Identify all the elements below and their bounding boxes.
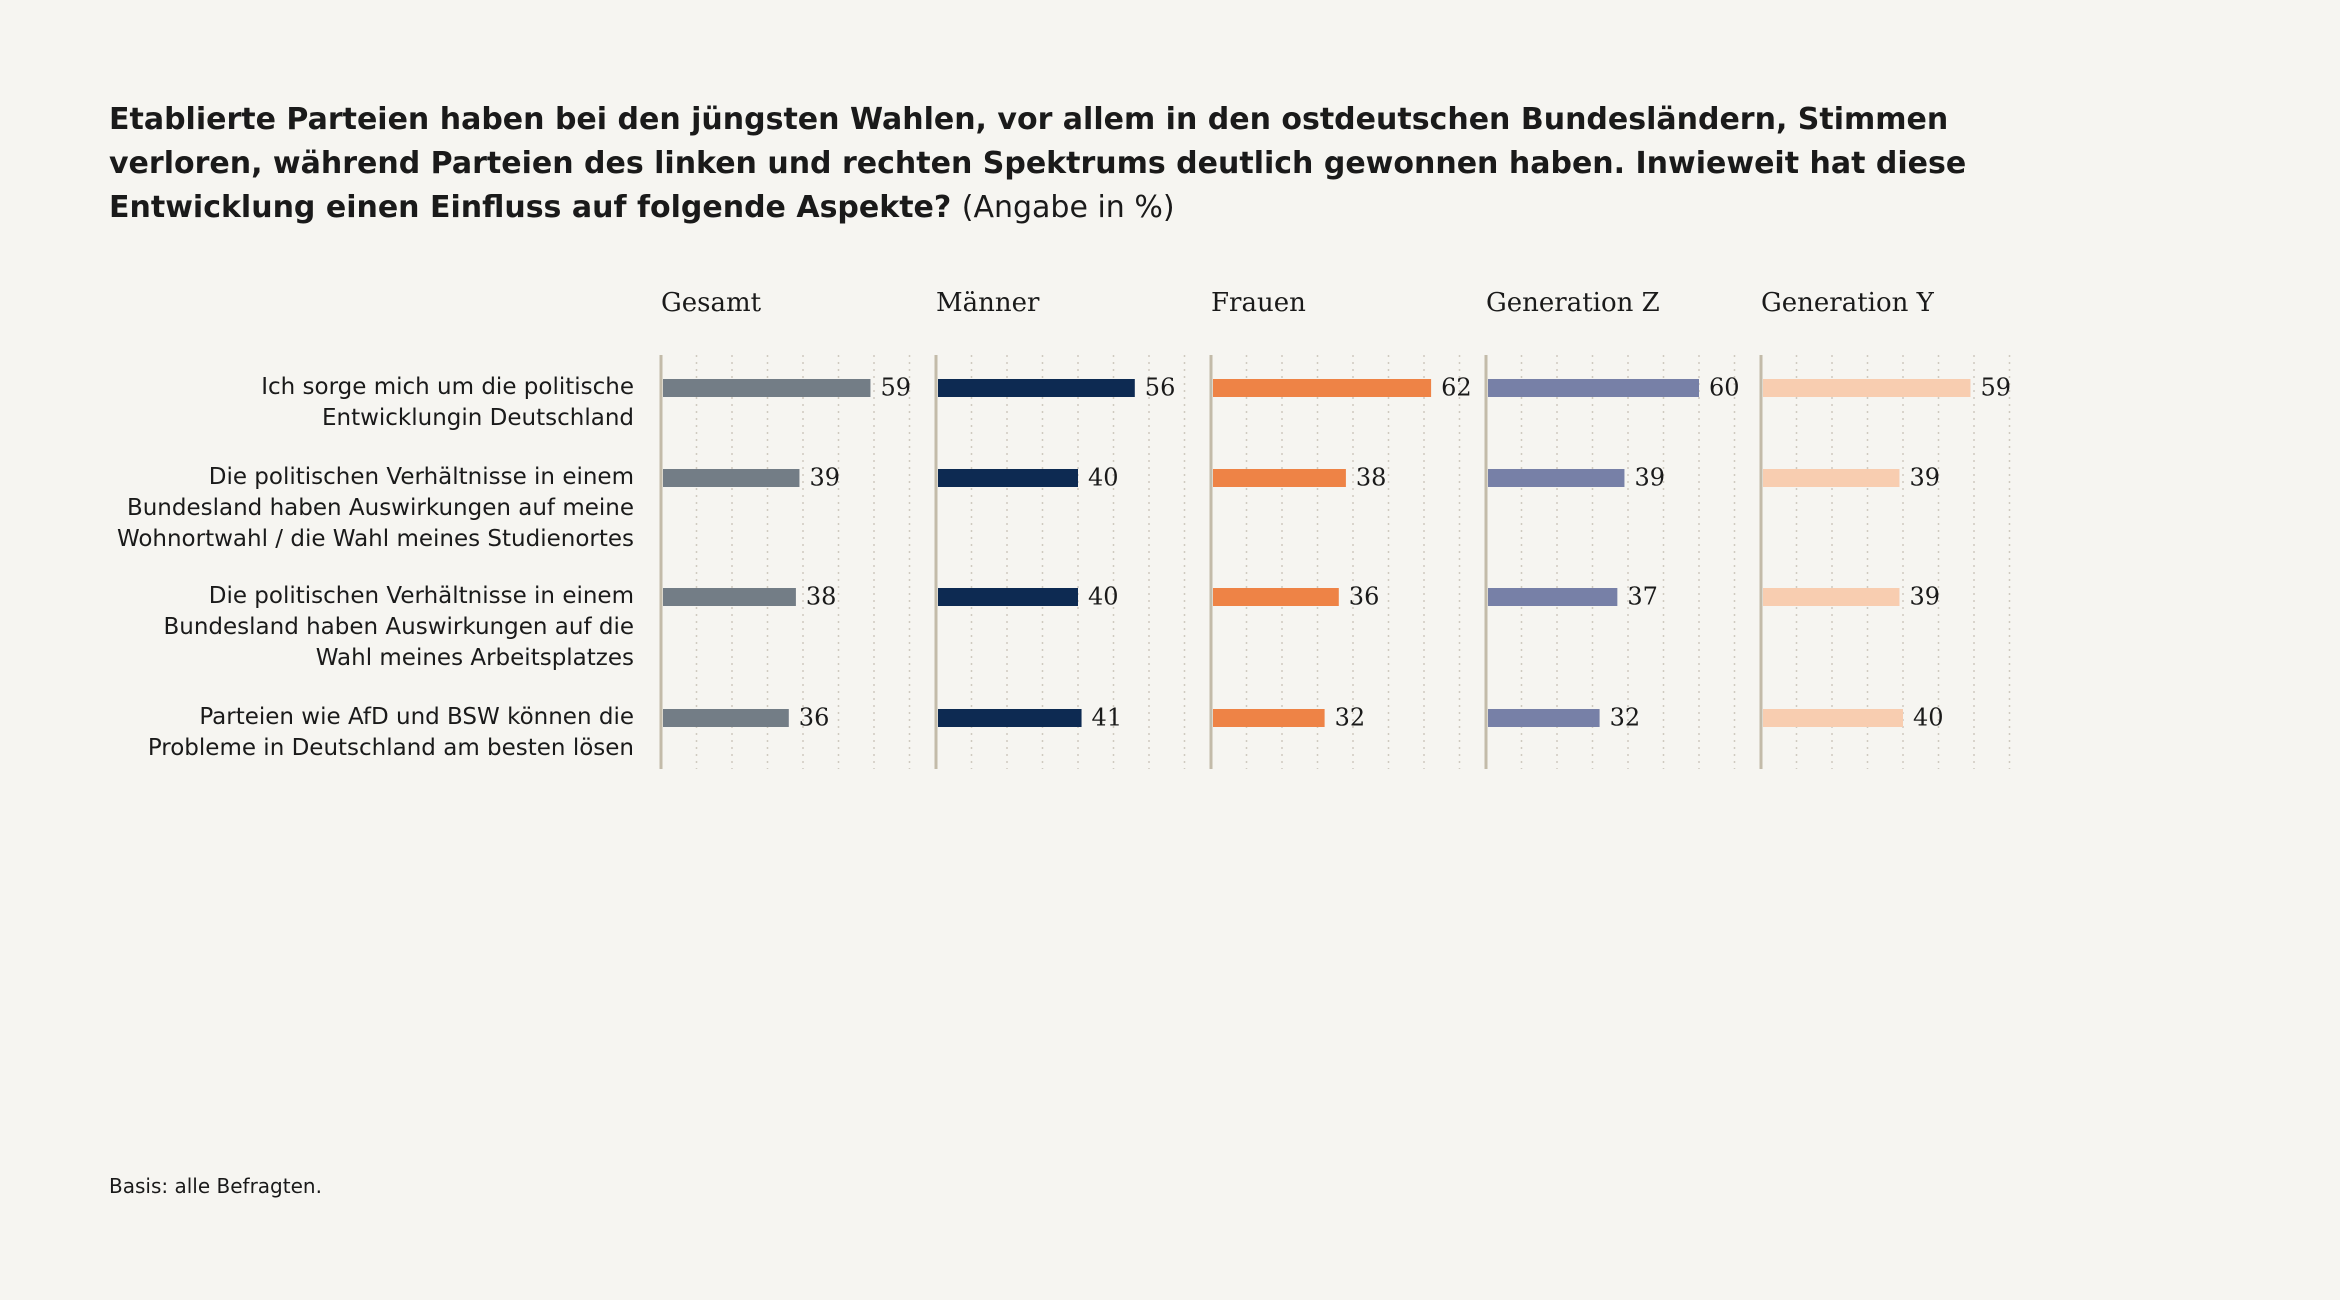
bar [1213,469,1346,487]
category-label: Die politischen Verhältnisse in einem Bu… [163,583,634,671]
value-label: 36 [1349,583,1380,611]
bar [1763,588,1900,606]
bar [1213,709,1325,727]
value-label: 59 [880,374,911,402]
value-label: 60 [1709,374,1740,402]
value-label: 40 [1913,704,1944,732]
footnote: Basis: alle Befragten. [109,1174,322,1198]
bar [938,469,1078,487]
bar [1488,709,1600,727]
value-label: 32 [1335,704,1366,732]
bar [938,379,1135,397]
value-label: 38 [1356,464,1387,492]
value-label: 38 [806,583,837,611]
category-label: Parteien wie AfD und BSW können die Prob… [147,704,634,761]
value-label: 62 [1441,374,1472,402]
bar [663,469,800,487]
bar [1763,469,1900,487]
value-label: 56 [1145,374,1176,402]
chart-subtitle: (Angabe in %) [961,190,1175,225]
panel-title: Generation Y [1761,288,1935,318]
panel-title: Frauen [1211,288,1306,318]
chart-title: Etablierte Parteien haben bei den jüngst… [109,102,1967,225]
bar [1488,379,1699,397]
value-label: 39 [1909,464,1940,492]
bar [1763,379,1971,397]
panel-title: Generation Z [1486,288,1660,318]
bar [938,709,1082,727]
bar [1763,709,1903,727]
bar [938,588,1078,606]
value-label: 39 [809,464,840,492]
bar [1488,588,1618,606]
chart-title-block: Etablierte Parteien haben bei den jüngst… [109,98,2109,230]
panel-title: Männer [936,288,1040,318]
value-label: 59 [1980,374,2011,402]
value-label: 37 [1627,583,1658,611]
value-label: 39 [1909,583,1940,611]
bar [663,588,796,606]
bar [1213,379,1432,397]
value-label: 36 [799,704,830,732]
value-label: 39 [1634,464,1665,492]
value-label: 41 [1092,704,1123,732]
bar [663,709,789,727]
category-label: Die politischen Verhältnisse in einem Bu… [116,464,634,552]
bar [1213,588,1339,606]
value-label: 40 [1088,583,1119,611]
value-label: 40 [1088,464,1119,492]
bar [663,379,871,397]
panel-title: Gesamt [661,288,762,318]
bar [1488,469,1625,487]
value-label: 32 [1610,704,1641,732]
category-label: Ich sorge mich um die politische Entwick… [261,374,634,431]
